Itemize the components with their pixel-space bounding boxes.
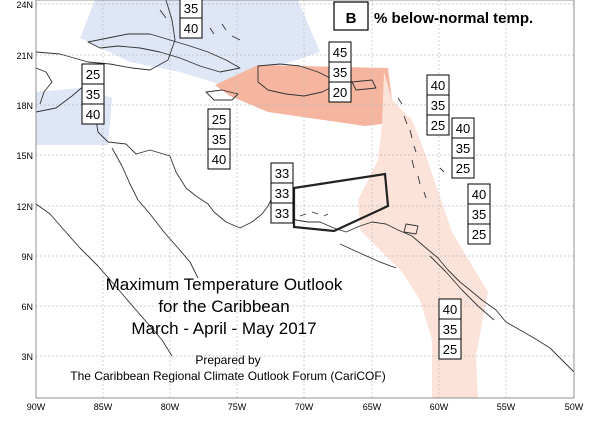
probability-stack-abc-islands: 33 33 33: [270, 162, 294, 224]
probability-stack-central-caribbean: 25 35 40: [207, 108, 231, 170]
probability-value: 20: [333, 85, 347, 100]
probability-value: 40: [431, 78, 445, 93]
probability-value: 45: [333, 45, 347, 60]
probability-stack-windwards: 40 35 25: [451, 117, 475, 179]
probability-value: 35: [431, 98, 445, 113]
probability-value: 35: [86, 87, 100, 102]
probability-value: 33: [275, 166, 289, 181]
probability-box: [467, 223, 491, 245]
credit-line-1: Prepared by: [195, 353, 260, 367]
probability-value: 25: [456, 161, 470, 176]
latitude-labels: 24N 21N 18N 15N 12N 9N 6N 3N: [16, 0, 33, 362]
map-frame: [35, 0, 575, 399]
probability-value: 33: [275, 206, 289, 221]
longitude-labels: 90W 85W 80W 75W 70W 65W 60W 55W 50W: [27, 402, 584, 412]
probability-box: [451, 157, 475, 179]
probability-stack-greater-antilles: 45 35 20: [328, 41, 352, 103]
latitude-label: 3N: [21, 352, 33, 362]
probability-value: 25: [86, 67, 100, 82]
longitude-label: 70W: [295, 402, 314, 412]
probability-stack-barbados: 40 35 25: [467, 183, 491, 245]
latitude-label: 15N: [16, 151, 33, 161]
title-line-3: March - April - May 2017: [131, 319, 316, 338]
probability-box: [426, 114, 450, 136]
probability-value: 40: [212, 152, 226, 167]
probability-value: 35: [333, 65, 347, 80]
probability-box: [81, 103, 105, 125]
latitude-label: 9N: [21, 252, 33, 262]
probability-value: 25: [472, 227, 486, 242]
probability-stack-guianas: 40 35 25: [438, 298, 462, 360]
longitude-label: 80W: [161, 402, 180, 412]
legend-letter: B: [346, 10, 357, 27]
latitude-label: 12N: [16, 202, 33, 212]
probability-value: 40: [472, 187, 486, 202]
probability-box: [328, 81, 352, 103]
probability-value: 35: [184, 1, 198, 16]
latitude-label: 24N: [16, 0, 33, 10]
longitude-label: 65W: [363, 402, 382, 412]
probability-value: 35: [443, 322, 457, 337]
probability-value: 40: [443, 302, 457, 317]
legend-box: [333, 1, 369, 31]
probability-value: 40: [456, 121, 470, 136]
longitude-label: 90W: [27, 402, 46, 412]
longitude-label: 75W: [228, 402, 247, 412]
probability-value: 40: [184, 21, 198, 36]
normal-outline-region: [292, 172, 390, 233]
probability-value: 35: [212, 132, 226, 147]
longitude-label: 60W: [430, 402, 449, 412]
longitude-label: 55W: [497, 402, 516, 412]
longitude-label: 85W: [94, 402, 113, 412]
probability-value: 35: [456, 141, 470, 156]
probability-value: 35: [472, 207, 486, 222]
latitude-label: 6N: [21, 302, 33, 312]
probability-stack-western-caribbean: 25 35 40: [81, 63, 105, 125]
probability-value: 40: [86, 107, 100, 122]
longitude-label: 50W: [565, 402, 584, 412]
legend-text: % below-normal temp.: [374, 10, 533, 27]
latitude-label: 21N: [16, 51, 33, 61]
probability-value: 25: [443, 342, 457, 357]
title-line-1: Maximum Temperature Outlook: [106, 275, 343, 294]
probability-value: 25: [212, 112, 226, 127]
probability-value: 25: [431, 118, 445, 133]
probability-box: [207, 148, 231, 170]
probability-box: [179, 17, 203, 39]
credit-line-2: The Caribbean Regional Climate Outlook F…: [70, 369, 385, 383]
probability-stack-leewards: 40 35 25: [426, 74, 450, 136]
probability-box: [270, 202, 294, 224]
probability-value: 33: [275, 186, 289, 201]
title-line-2: for the Caribbean: [158, 297, 289, 316]
latitude-label: 18N: [16, 101, 33, 111]
below-normal-region-bahamas: [80, 0, 320, 85]
probability-box: [438, 338, 462, 360]
